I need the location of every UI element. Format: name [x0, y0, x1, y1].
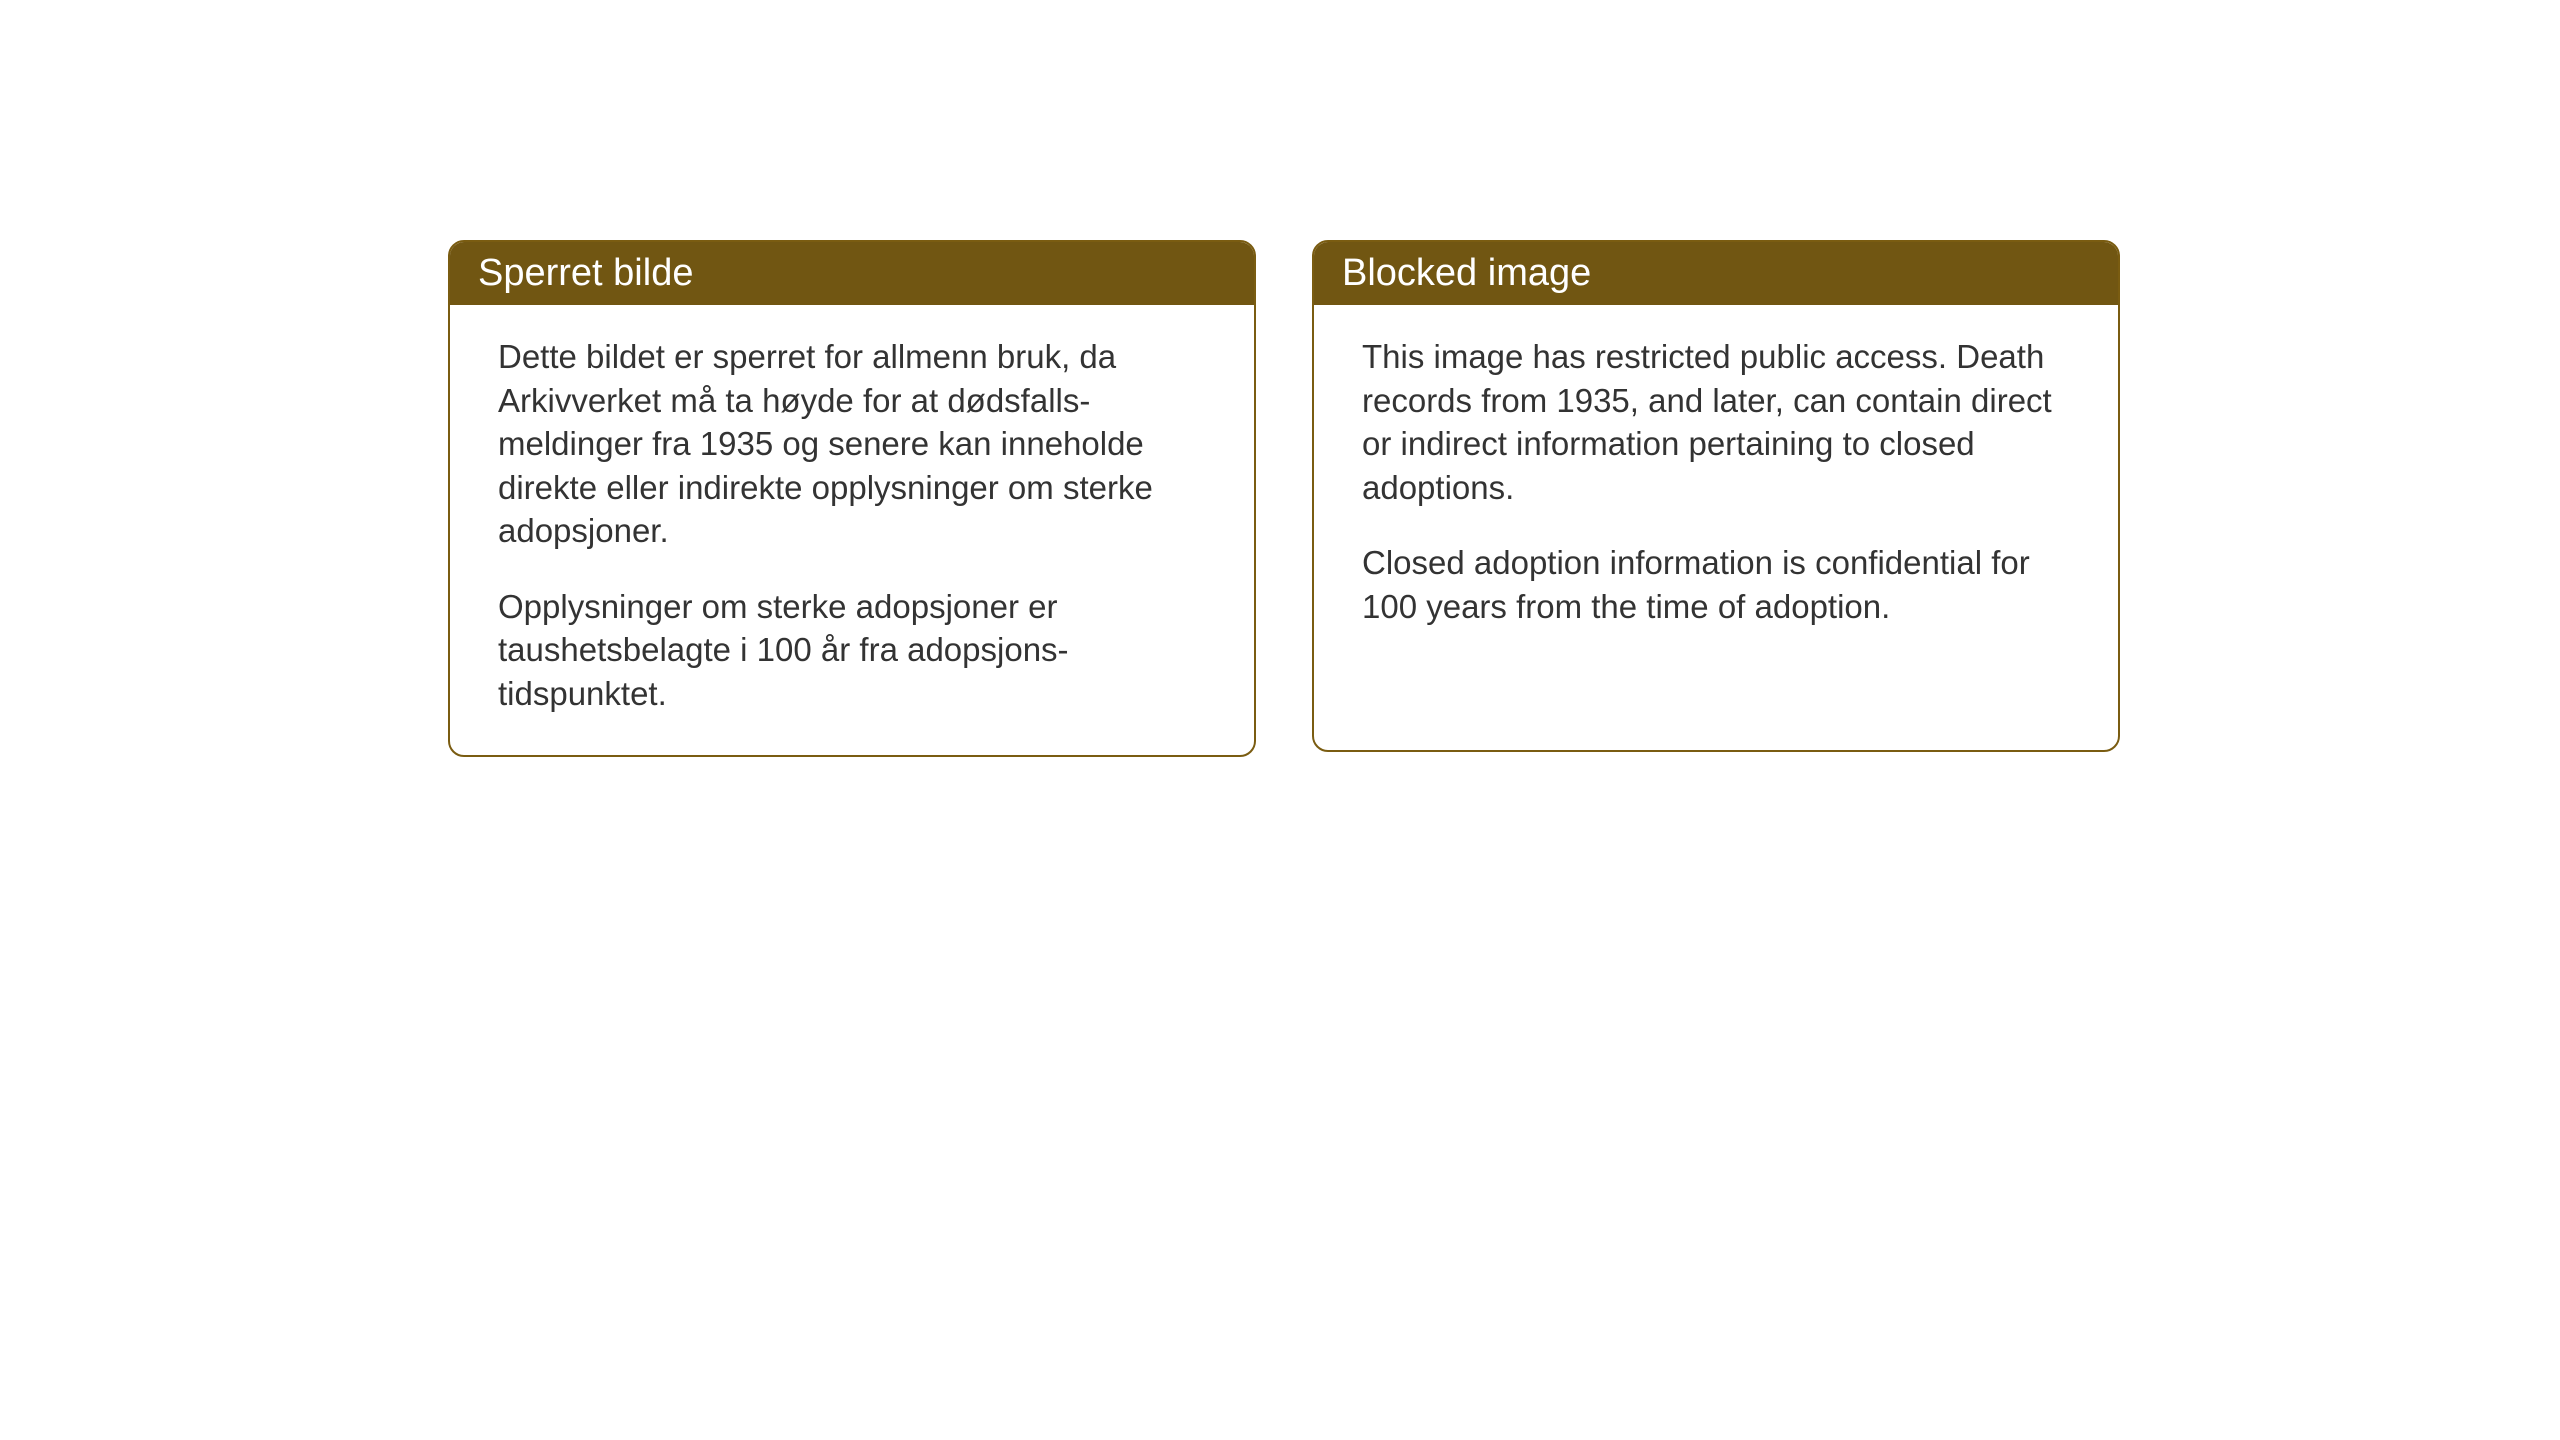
- notice-paragraph-1-english: This image has restricted public access.…: [1362, 335, 2070, 509]
- notice-title-english: Blocked image: [1342, 252, 1591, 294]
- notice-paragraph-2-norwegian: Opplysninger om sterke adopsjoner er tau…: [498, 585, 1206, 716]
- notice-container: Sperret bilde Dette bildet er sperret fo…: [448, 240, 2120, 757]
- notice-header-norwegian: Sperret bilde: [450, 242, 1254, 305]
- notice-title-norwegian: Sperret bilde: [478, 252, 693, 294]
- notice-paragraph-1-norwegian: Dette bildet er sperret for allmenn bruk…: [498, 335, 1206, 553]
- notice-paragraph-2-english: Closed adoption information is confident…: [1362, 541, 2070, 628]
- notice-card-norwegian: Sperret bilde Dette bildet er sperret fo…: [448, 240, 1256, 757]
- notice-body-english: This image has restricted public access.…: [1314, 305, 2118, 668]
- notice-body-norwegian: Dette bildet er sperret for allmenn bruk…: [450, 305, 1254, 755]
- notice-card-english: Blocked image This image has restricted …: [1312, 240, 2120, 752]
- notice-header-english: Blocked image: [1314, 242, 2118, 305]
